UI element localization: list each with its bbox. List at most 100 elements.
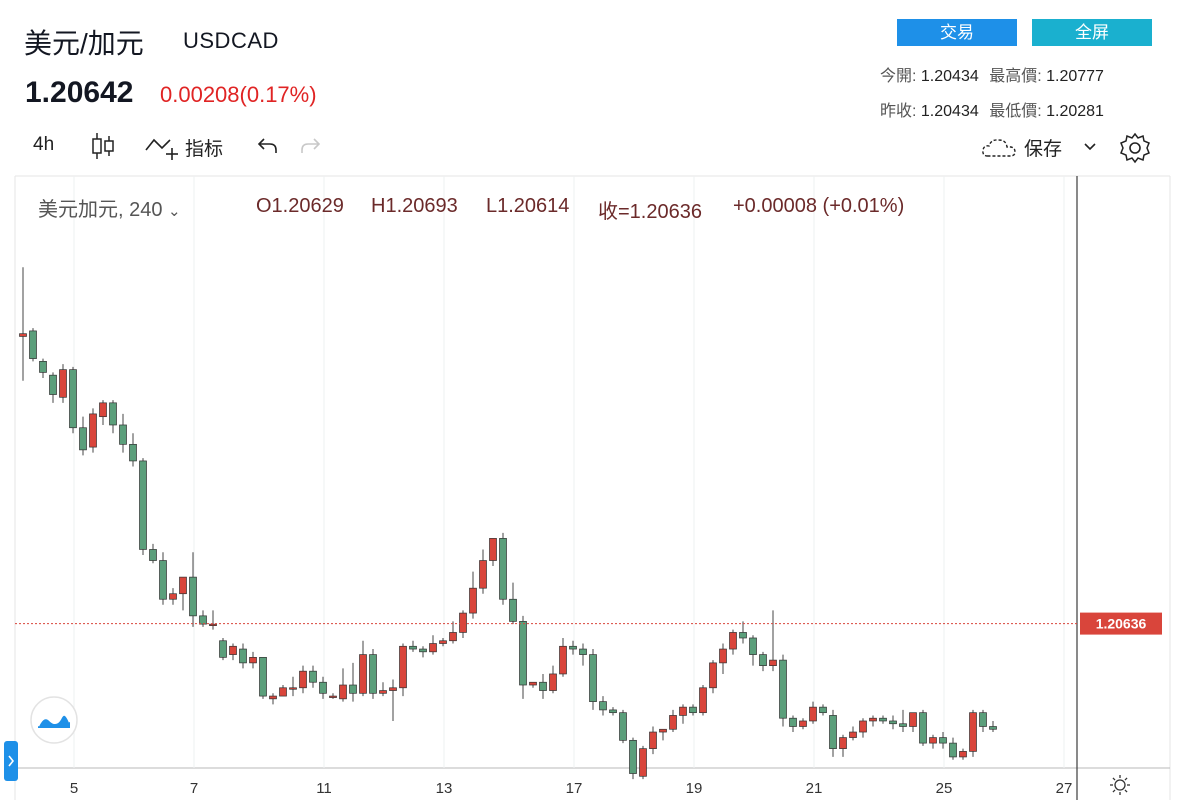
candle-body bbox=[179, 576, 187, 595]
candle-body bbox=[739, 632, 747, 639]
chevron-down-icon[interactable]: ⌄ bbox=[168, 203, 181, 220]
candle-body bbox=[599, 701, 607, 711]
candle-body bbox=[879, 717, 887, 722]
candle-body bbox=[519, 621, 527, 686]
candle-body bbox=[779, 659, 787, 719]
candle-body bbox=[549, 673, 557, 691]
candle-body bbox=[479, 560, 487, 589]
x-tick-label: 25 bbox=[936, 780, 953, 797]
candle-body bbox=[969, 712, 977, 752]
prev-close-value: 1.20434 bbox=[920, 103, 979, 120]
candle-type-icon[interactable] bbox=[90, 130, 116, 162]
stats-row-1: 今開: 1.20434 最高價: 1.20777 bbox=[880, 62, 1104, 86]
last-price-badge bbox=[1080, 612, 1162, 635]
candle-body bbox=[719, 648, 727, 664]
sun-icon-ray bbox=[1112, 789, 1116, 793]
candle-body bbox=[419, 648, 427, 653]
candle-body bbox=[449, 632, 457, 642]
candle-body bbox=[159, 560, 167, 600]
candle-body bbox=[979, 712, 987, 727]
candle-body bbox=[899, 723, 907, 727]
redo-icon[interactable] bbox=[298, 136, 322, 156]
series-legend[interactable]: 美元加元, 240 ⌄ bbox=[38, 193, 181, 222]
candle-body bbox=[209, 623, 217, 626]
symbol-name: 美元/加元 bbox=[24, 28, 144, 59]
candle-body bbox=[559, 645, 567, 675]
candle-body bbox=[69, 369, 77, 429]
fullscreen-button[interactable]: 全屏 bbox=[1032, 19, 1152, 46]
indicators-icon[interactable] bbox=[144, 132, 180, 162]
candle-body bbox=[279, 687, 287, 697]
candle-body bbox=[629, 739, 637, 774]
last-price: 1.20642 bbox=[25, 76, 134, 109]
candle-body bbox=[509, 598, 517, 622]
undo-icon[interactable] bbox=[256, 136, 280, 156]
chevron-down-icon[interactable] bbox=[1082, 140, 1098, 154]
candle-body bbox=[109, 402, 117, 426]
candle-body bbox=[59, 369, 67, 398]
side-panel-handle[interactable] bbox=[4, 741, 18, 781]
candle-body bbox=[39, 360, 47, 373]
x-tick-label: 17 bbox=[566, 780, 583, 797]
candle-body bbox=[759, 654, 767, 666]
trade-button[interactable]: 交易 bbox=[897, 19, 1017, 46]
candle-body bbox=[869, 717, 877, 722]
candle-body bbox=[459, 612, 467, 633]
candle-body bbox=[939, 737, 947, 744]
prev-close-label: 昨收: bbox=[880, 103, 917, 120]
candle-body bbox=[769, 659, 777, 666]
candle-body bbox=[809, 706, 817, 722]
candle-body bbox=[749, 637, 757, 655]
candle-body bbox=[289, 687, 297, 690]
candle-body bbox=[339, 684, 347, 700]
candle-body bbox=[619, 712, 627, 741]
indicators-label[interactable]: 指标 bbox=[185, 139, 224, 160]
legend-high: H1.20693 bbox=[371, 195, 458, 217]
interval-button[interactable]: 4h bbox=[33, 134, 55, 155]
x-tick-label: 5 bbox=[70, 780, 78, 797]
candle-body bbox=[29, 330, 37, 359]
candle-body bbox=[689, 706, 697, 714]
candle-body bbox=[699, 687, 707, 714]
candle-body bbox=[139, 460, 147, 550]
candle-body bbox=[329, 695, 337, 698]
candle-body bbox=[429, 643, 437, 653]
candle-body bbox=[269, 695, 277, 700]
high-label: 最高價: bbox=[989, 68, 1042, 85]
save-button[interactable]: 保存 bbox=[1024, 139, 1063, 160]
candle-body bbox=[399, 645, 407, 689]
candle-body bbox=[649, 731, 657, 749]
candle-body bbox=[659, 728, 667, 733]
candle-body bbox=[529, 681, 537, 686]
sun-icon-ray bbox=[1112, 777, 1116, 781]
x-tick-label: 27 bbox=[1056, 780, 1073, 797]
low-value: 1.20281 bbox=[1046, 103, 1104, 120]
legend-close: 收=1.20636 bbox=[598, 201, 702, 223]
settings-gear-icon[interactable] bbox=[1118, 131, 1152, 165]
candle-body bbox=[169, 593, 177, 600]
candle-body bbox=[359, 654, 367, 694]
candle-body bbox=[469, 587, 477, 614]
candle-body bbox=[229, 645, 237, 655]
open-label: 今開: bbox=[880, 68, 917, 85]
candle-body bbox=[259, 656, 267, 697]
candle-body bbox=[729, 632, 737, 650]
symbol-code: USDCAD bbox=[183, 28, 279, 53]
candle-body bbox=[349, 684, 357, 694]
legend-open: O1.20629 bbox=[256, 195, 344, 217]
candle-body bbox=[819, 706, 827, 714]
candle-body bbox=[319, 681, 327, 694]
candle-body bbox=[379, 690, 387, 694]
candle-body bbox=[489, 538, 497, 561]
stats-row-2: 昨收: 1.20434 最低價: 1.20281 bbox=[880, 97, 1104, 121]
candle-body bbox=[569, 645, 577, 650]
candle-body bbox=[19, 333, 27, 337]
candle-body bbox=[309, 670, 317, 683]
candle-body bbox=[389, 687, 397, 691]
candle-body bbox=[709, 662, 717, 689]
candle-body bbox=[49, 374, 57, 395]
cloud-icon[interactable] bbox=[980, 134, 1020, 162]
candle-body bbox=[799, 720, 807, 727]
last-price-label: 1.20636 bbox=[1096, 616, 1147, 632]
